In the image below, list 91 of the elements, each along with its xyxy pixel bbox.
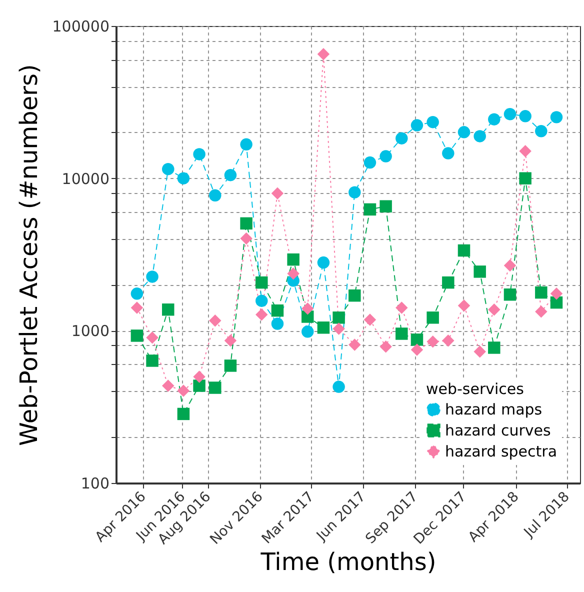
- point: [287, 267, 300, 280]
- point: [535, 125, 548, 138]
- legend-label: hazard curves: [445, 422, 551, 440]
- point: [209, 189, 222, 202]
- point: [364, 314, 376, 326]
- point: [224, 360, 237, 372]
- legend-label: hazard maps: [445, 400, 542, 418]
- point: [550, 288, 563, 300]
- point: [332, 380, 345, 393]
- point: [193, 148, 206, 160]
- point: [519, 144, 532, 158]
- point: [193, 370, 206, 383]
- point: [302, 326, 314, 338]
- point: [332, 311, 345, 324]
- point: [458, 300, 470, 312]
- point: [535, 286, 548, 299]
- point: [162, 303, 174, 316]
- legend-title: web-services: [426, 380, 524, 398]
- point: [348, 186, 361, 198]
- point: [519, 172, 532, 184]
- point: [177, 408, 190, 420]
- x-axis-title: Time (months): [260, 548, 436, 576]
- point: [240, 217, 252, 230]
- y-tick-label: 100: [80, 474, 110, 492]
- y-tick-label: 10000: [62, 170, 110, 188]
- point: [146, 354, 158, 367]
- point: [426, 116, 439, 128]
- point: [348, 289, 361, 302]
- point: [177, 172, 190, 184]
- point: [146, 332, 158, 344]
- point: [458, 126, 470, 138]
- point: [209, 314, 222, 327]
- point: [240, 232, 252, 245]
- point: [504, 108, 516, 120]
- point: [130, 302, 144, 314]
- point: [488, 113, 500, 126]
- point: [364, 156, 376, 169]
- point: [396, 302, 408, 314]
- point: [426, 311, 439, 324]
- point: [488, 303, 500, 316]
- point: [442, 276, 454, 289]
- point: [474, 346, 486, 358]
- y-tick-label: 100000: [52, 18, 110, 36]
- point: [287, 253, 300, 266]
- point: [146, 270, 158, 283]
- point: [193, 380, 206, 392]
- point: [364, 203, 376, 216]
- point: [302, 302, 314, 315]
- point: [240, 138, 252, 151]
- point: [317, 256, 330, 269]
- point: [317, 322, 330, 334]
- point: [348, 338, 361, 351]
- point: [426, 336, 439, 348]
- point: [256, 294, 268, 307]
- point: [396, 132, 408, 144]
- point: [162, 162, 174, 176]
- y-tick-label: 1000: [71, 322, 110, 340]
- point: [224, 334, 237, 347]
- point: [162, 380, 174, 392]
- y-axis-title: Web-Portlet Access (#numbers): [15, 64, 44, 446]
- point: [458, 244, 470, 257]
- point: [177, 384, 190, 397]
- point: [410, 119, 424, 132]
- point: [380, 340, 392, 353]
- point: [396, 328, 408, 340]
- point: [442, 147, 454, 160]
- point: [410, 344, 424, 356]
- point: [380, 150, 392, 162]
- point: [380, 200, 392, 212]
- point: [271, 187, 284, 200]
- point: [504, 259, 516, 272]
- point: [332, 322, 345, 335]
- point: [130, 288, 144, 300]
- point: [271, 304, 284, 317]
- point: [256, 276, 268, 289]
- point: [474, 130, 486, 142]
- point: [271, 318, 284, 330]
- point: [209, 382, 222, 394]
- point: [256, 308, 268, 321]
- point: [550, 111, 563, 124]
- point: [519, 110, 532, 122]
- point: [410, 334, 424, 346]
- point: [130, 330, 144, 342]
- point: [488, 342, 500, 354]
- point: [504, 288, 516, 301]
- point: [317, 48, 330, 60]
- point: [224, 168, 237, 182]
- point: [474, 266, 486, 278]
- legend-label: hazard spectra: [445, 442, 558, 460]
- point: [535, 306, 548, 318]
- point: [442, 334, 454, 347]
